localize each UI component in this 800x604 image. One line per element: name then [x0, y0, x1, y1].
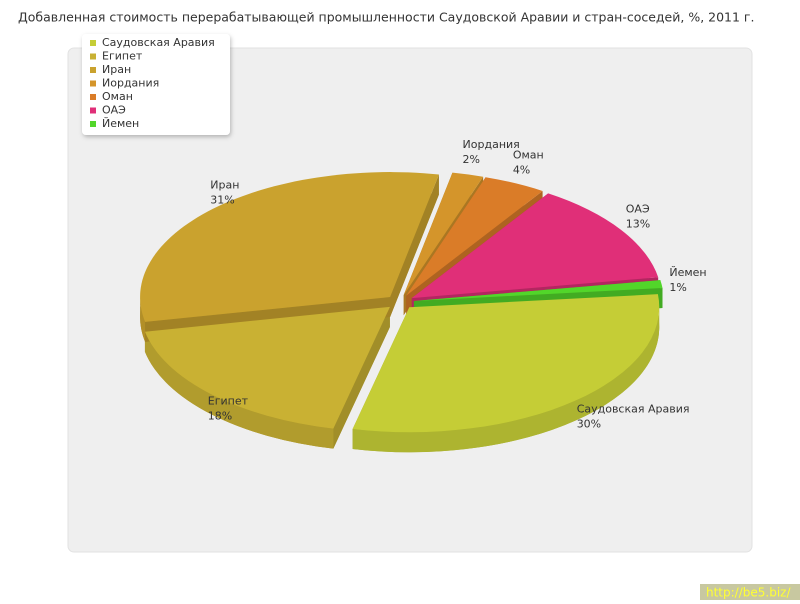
slice — [144, 306, 390, 429]
slice — [403, 172, 484, 296]
legend-label: Египет — [102, 50, 143, 63]
slice-label: Саудовская Аравия — [577, 402, 690, 415]
legend-label: Иран — [102, 63, 131, 76]
legend-swatch — [90, 121, 96, 127]
slice-label: Иордания — [463, 138, 520, 151]
slice — [411, 193, 659, 299]
legend-swatch — [90, 107, 96, 114]
slice-value-label: 13% — [626, 218, 650, 231]
slice-label: Иран — [210, 178, 239, 191]
pie: Саудовская Аравия 30% Египет 18% Иран 31% Иорд… — [140, 138, 707, 453]
slice-label: Оман — [513, 148, 544, 161]
slice — [406, 177, 543, 296]
legend — [82, 34, 230, 135]
slice — [352, 294, 660, 433]
watermark: http://be5.biz/ — [706, 586, 791, 600]
legend-items: Саудовская АравияЕгипетИранИорданияОманО… — [90, 36, 215, 130]
legend-swatch — [90, 53, 96, 60]
slice-label: Йемен — [669, 266, 706, 279]
slice-label: Египет — [208, 394, 249, 407]
legend-label: Йемен — [102, 117, 139, 130]
slice-side — [144, 331, 334, 449]
slice-value-label: 18% — [208, 409, 232, 422]
slice-value-label: 30% — [577, 417, 601, 430]
slice-value-label: 2% — [463, 153, 480, 166]
slice-value-label: 31% — [210, 193, 234, 206]
slice-side — [352, 307, 660, 453]
legend-swatch — [90, 94, 96, 100]
slice-value-label: 4% — [513, 163, 530, 176]
slice — [413, 280, 663, 302]
slice-label: ОАЭ — [626, 203, 650, 216]
legend-label: Саудовская Аравия — [102, 36, 215, 49]
legend-label: Иордания — [102, 77, 159, 90]
slice — [140, 172, 439, 322]
legend-label: ОАЭ — [102, 104, 126, 117]
legend-label: Оман — [102, 90, 133, 103]
legend-swatch — [90, 40, 96, 46]
slice-inner-side — [145, 174, 439, 342]
slice-side — [140, 297, 146, 342]
legend-swatch — [90, 67, 96, 73]
chart-title: Добавленная стоимость перерабатывающей п… — [18, 10, 754, 25]
watermark-bg — [700, 584, 800, 600]
legend-swatch — [90, 80, 96, 87]
slice-value-label: 1% — [669, 281, 686, 294]
